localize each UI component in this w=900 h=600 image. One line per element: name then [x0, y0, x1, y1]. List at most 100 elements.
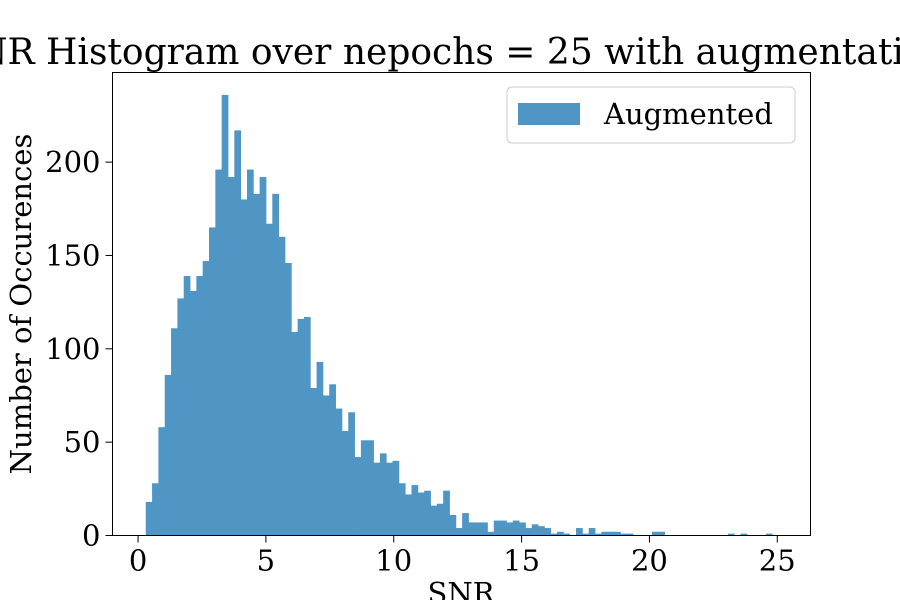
y-axis-ticks: 0 50 100 150 200	[45, 145, 113, 553]
x-tick-label: 10	[375, 544, 412, 578]
histogram-bar	[601, 531, 609, 536]
histogram-bar	[531, 524, 539, 536]
y-axis-label: Number of Occurences	[4, 134, 38, 475]
histogram-bar	[614, 531, 621, 536]
histogram-bar	[303, 317, 311, 536]
histogram-bar	[727, 533, 735, 536]
histogram-bar	[171, 328, 178, 536]
histogram-bar	[582, 533, 590, 536]
histogram-bar	[474, 522, 482, 536]
histogram-bar	[620, 533, 628, 536]
histogram-bar	[367, 440, 374, 536]
histogram-bar	[626, 533, 634, 536]
histogram-bar	[512, 520, 520, 536]
histogram-bar	[487, 531, 495, 536]
histogram-bar	[310, 388, 317, 536]
histogram-bar	[354, 457, 362, 536]
histogram-bar	[563, 533, 571, 536]
histogram-bar	[468, 522, 476, 536]
histogram-bar	[196, 275, 204, 536]
histogram-bar	[177, 298, 185, 536]
histogram-bar	[651, 531, 659, 536]
x-axis-label: SNR	[427, 576, 495, 600]
histogram-bar	[360, 440, 368, 536]
x-tick-label: 20	[631, 544, 668, 578]
histogram-bar	[506, 522, 514, 536]
histogram-bar	[284, 262, 292, 536]
histogram-bar	[228, 177, 235, 536]
histogram-bar	[538, 526, 545, 536]
x-tick-label: 0	[129, 544, 147, 578]
histogram-bar	[411, 485, 419, 536]
histogram-bar	[265, 223, 273, 536]
histogram-bar	[329, 384, 336, 536]
histogram-bar	[500, 520, 507, 536]
histogram-bar	[145, 501, 153, 536]
histogram-bar	[557, 531, 564, 536]
histogram-bar	[152, 483, 159, 536]
plot-area-frame	[112, 72, 811, 536]
histogram-bar	[341, 430, 349, 536]
legend-swatch-augmented	[518, 103, 580, 125]
histogram-bar	[424, 490, 431, 536]
histogram-bar	[417, 492, 425, 536]
histogram-bar	[278, 236, 286, 536]
x-tick-label: 5	[257, 544, 275, 578]
histogram-bar	[322, 395, 330, 536]
histogram-bar	[291, 332, 299, 536]
histogram-bar	[449, 514, 457, 536]
histogram-bar	[436, 503, 444, 536]
histogram-bar	[392, 460, 400, 536]
histogram-bar	[576, 528, 583, 536]
histogram-bar	[398, 483, 406, 536]
histogram-bar	[335, 408, 343, 536]
x-tick-label: 15	[503, 544, 540, 578]
y-tick-label: 200	[45, 145, 100, 179]
x-tick-label: 25	[759, 544, 796, 578]
histogram-bar	[240, 199, 248, 536]
histogram-bar	[386, 462, 393, 536]
histogram-bar	[525, 528, 533, 536]
histogram-bar	[202, 261, 210, 536]
histogram-bar	[550, 533, 558, 536]
histogram-bar	[765, 533, 773, 536]
histogram-bar	[519, 522, 526, 536]
histogram-bar	[272, 193, 280, 536]
histogram-bar	[373, 462, 381, 536]
histogram-bar	[221, 94, 229, 536]
histogram-bar	[209, 227, 216, 536]
histogram-bar	[493, 520, 501, 536]
legend: Augmented	[506, 86, 796, 144]
histogram-bar	[183, 275, 191, 536]
y-tick-label: 100	[45, 332, 100, 366]
histogram-bar	[253, 193, 261, 536]
histogram-bar	[379, 453, 387, 536]
histogram-bar	[190, 290, 197, 536]
histogram-bar	[588, 528, 596, 536]
histogram-bar	[246, 169, 254, 536]
histogram-bars	[145, 94, 773, 536]
histogram-bar	[234, 130, 242, 536]
histogram-bar	[455, 528, 463, 536]
x-axis-ticks: 0 5 10 15 20 25	[129, 535, 796, 578]
histogram-bar	[158, 427, 166, 536]
histogram-bar	[595, 533, 602, 536]
histogram-bar	[215, 169, 223, 536]
histogram-bar	[481, 522, 488, 536]
histogram-bar	[405, 494, 412, 536]
histogram-bar	[259, 177, 267, 536]
histogram-bar	[544, 528, 552, 536]
y-tick-label: 50	[64, 425, 101, 459]
histogram-bar	[164, 374, 172, 536]
histogram-bar	[462, 513, 469, 536]
chart-title: SNR Histogram over nepochs = 25 with aug…	[0, 32, 900, 73]
histogram-bar	[430, 505, 438, 536]
histogram-bar	[316, 361, 324, 536]
histogram-bar	[740, 533, 748, 536]
histogram-bar	[348, 412, 355, 536]
histogram-bar	[658, 531, 666, 536]
histogram-bar	[297, 318, 305, 536]
legend-frame	[506, 86, 796, 144]
histogram-bar	[607, 531, 615, 536]
